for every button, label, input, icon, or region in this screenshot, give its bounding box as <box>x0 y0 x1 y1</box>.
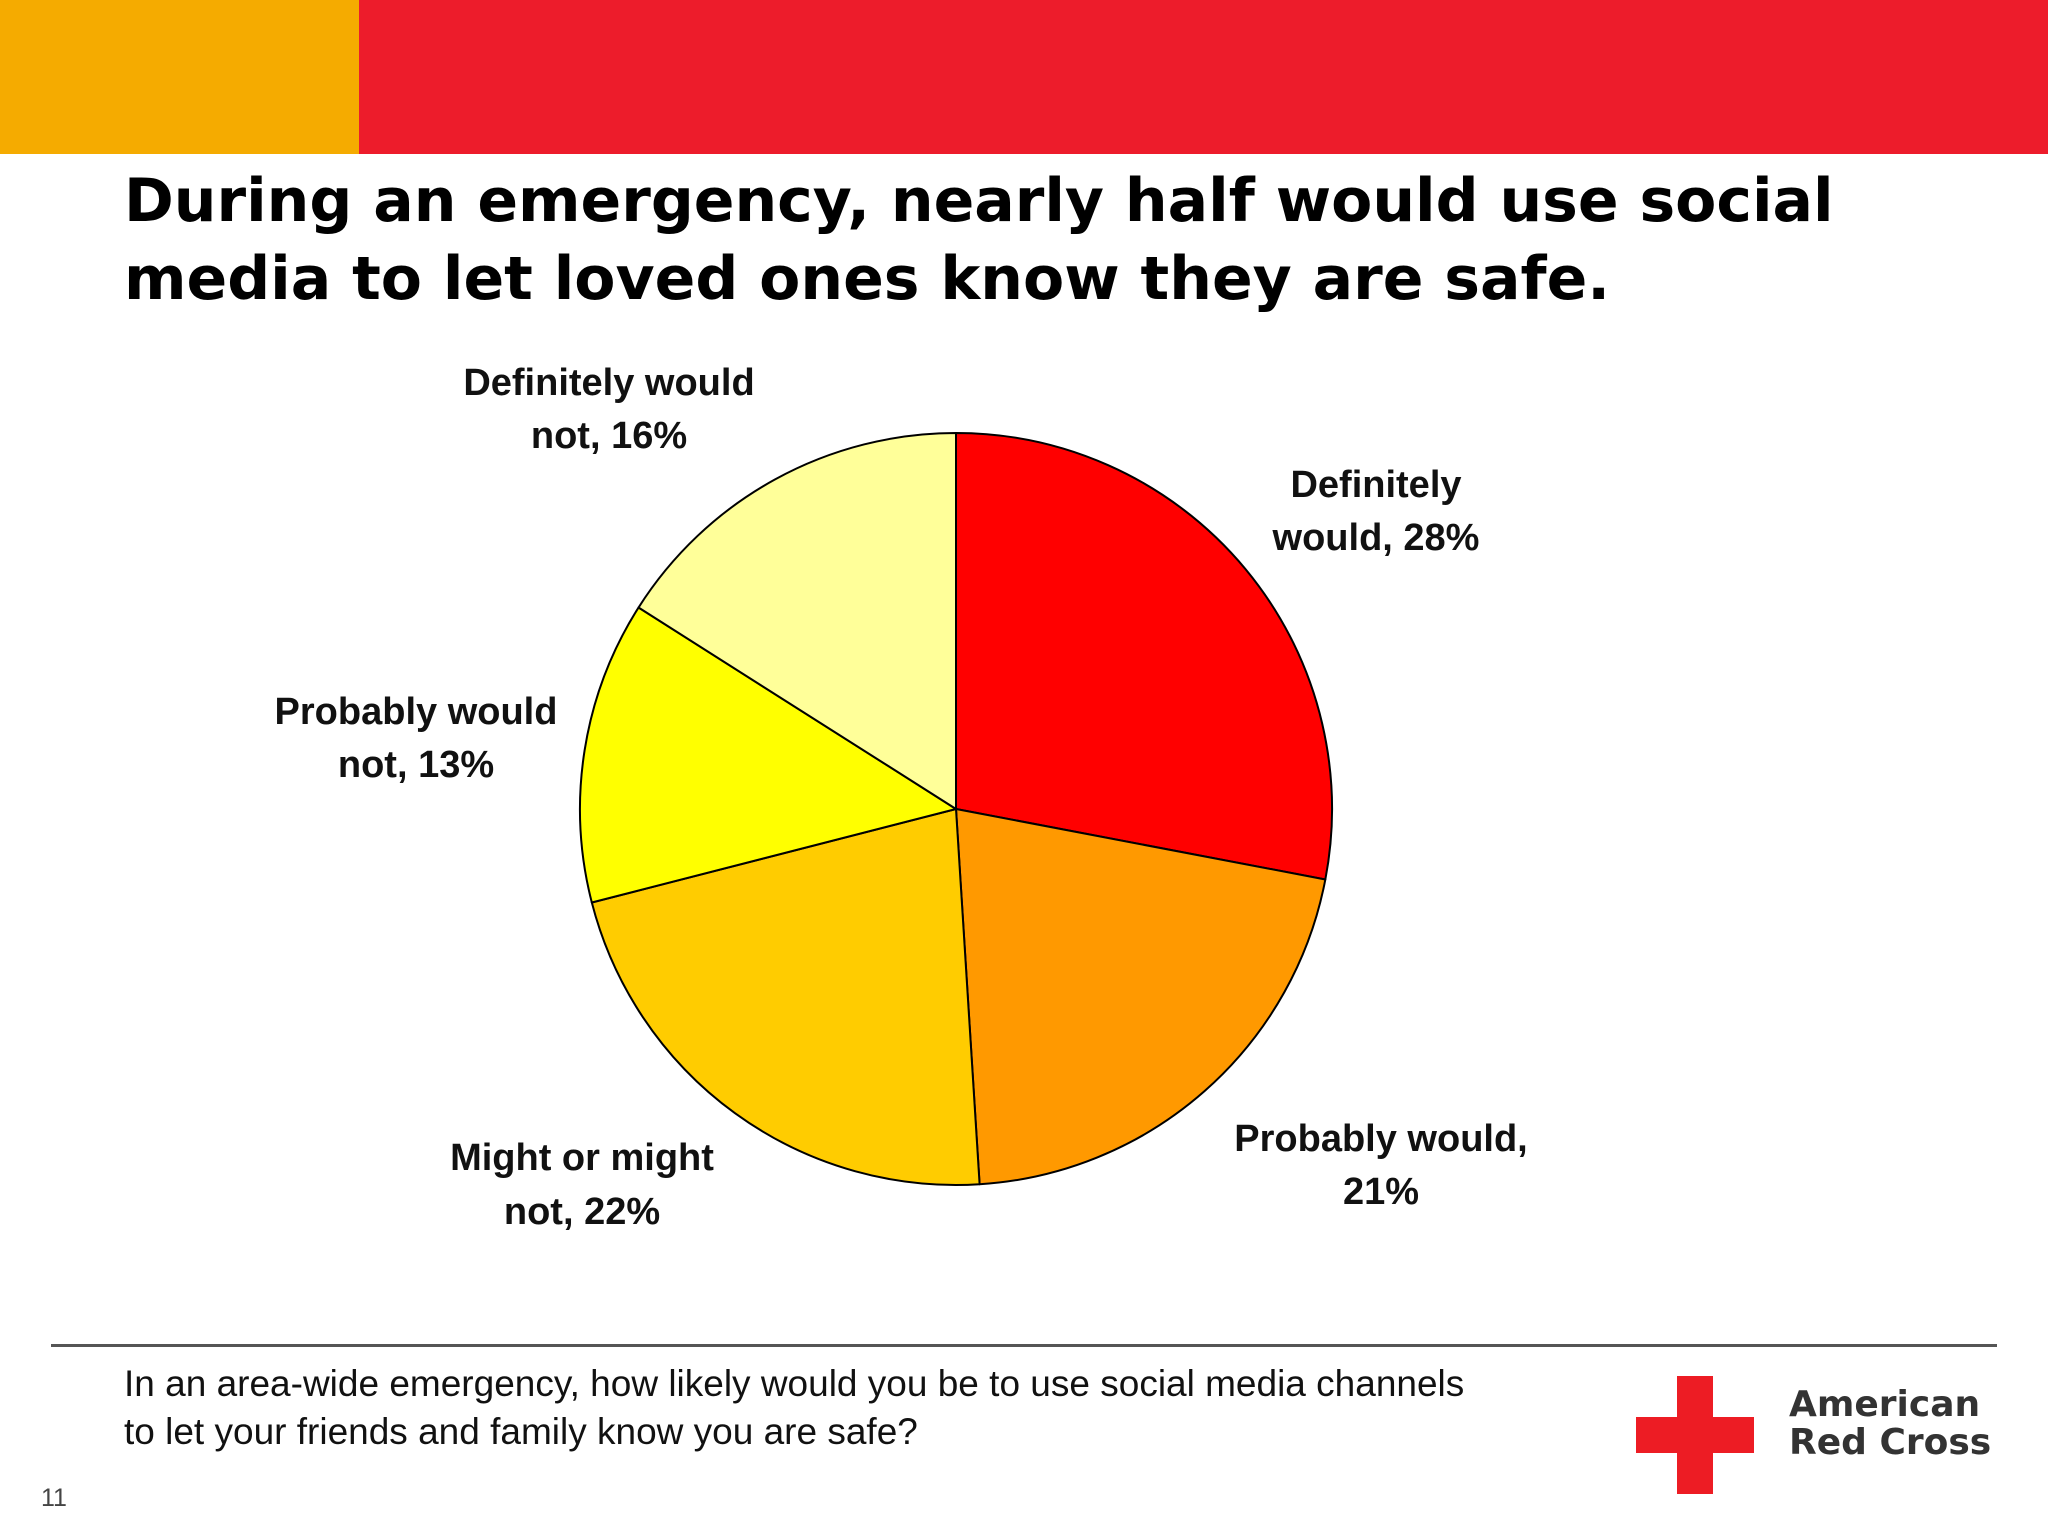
page-number: 11 <box>41 1484 67 1512</box>
red-cross-icon-bar <box>1636 1417 1754 1453</box>
header-accent-orange <box>0 0 359 154</box>
survey-question-line-2: to let your friends and family know you … <box>124 1411 918 1452</box>
slide-title-line-1: During an emergency, nearly half would u… <box>124 166 1834 236</box>
logo-wordmark-line-2: Red Cross <box>1789 1422 1992 1463</box>
slice-label-4-line-2: not, 16% <box>531 415 687 457</box>
slice-label-4-line-1: Definitely would <box>463 362 754 404</box>
slice-label-0-line-2: would, 28% <box>1272 517 1480 559</box>
header-accent-red <box>359 0 2048 154</box>
slice-label-2-line-2: not, 22% <box>504 1191 660 1233</box>
slide-title-line-2: media to let loved ones know they are sa… <box>124 244 1611 314</box>
pie-slice-3 <box>579 606 957 904</box>
survey-question: In an area-wide emergency, how likely wo… <box>124 1360 1624 1456</box>
pie-slice-1 <box>955 808 1327 1186</box>
pie-labels: Definitely would, 28% Probably would, 21… <box>275 362 1528 1233</box>
pie-slice-0 <box>955 432 1333 881</box>
slide-title: During an emergency, nearly half would u… <box>124 162 1924 318</box>
logo-wordmark: American Red Cross <box>1789 1386 1991 1462</box>
slice-label-1-line-2: 21% <box>1343 1171 1419 1213</box>
slice-label-2-line-1: Might or might <box>450 1137 714 1179</box>
slice-label-0-line-1: Definitely <box>1290 464 1461 506</box>
pie-slice-2 <box>590 808 981 1186</box>
pie-slices <box>579 432 1333 1186</box>
logo-wordmark-line-1: American <box>1789 1384 1981 1425</box>
slice-label-1-line-1: Probably would, <box>1234 1118 1527 1160</box>
footer-divider <box>51 1344 1997 1347</box>
survey-question-line-1: In an area-wide emergency, how likely wo… <box>124 1363 1465 1404</box>
pie-slice-4 <box>637 432 957 810</box>
american-red-cross-logo: American Red Cross <box>1636 1376 1996 1496</box>
slice-label-3-line-2: not, 13% <box>338 744 494 786</box>
slice-label-3-line-1: Probably would <box>275 691 558 733</box>
